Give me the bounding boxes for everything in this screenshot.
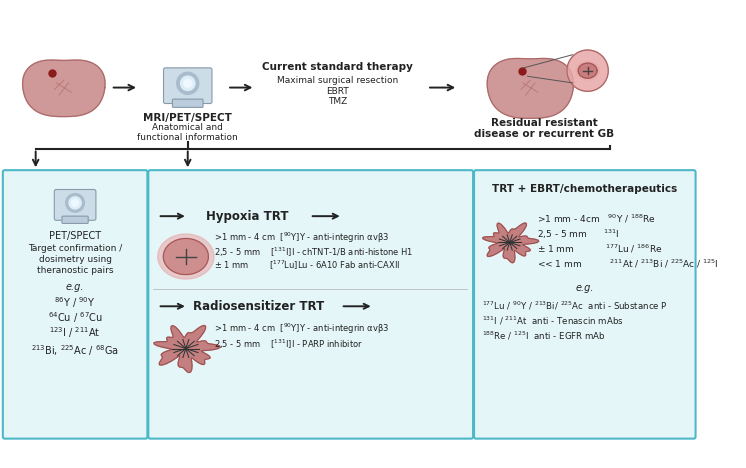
Text: 2,5 - 5 mm    [$^{131}$I]I - chTNT-1/B anti-histone H1: 2,5 - 5 mm [$^{131}$I]I - chTNT-1/B anti…	[214, 245, 413, 258]
FancyBboxPatch shape	[172, 99, 203, 107]
FancyBboxPatch shape	[163, 68, 212, 103]
Polygon shape	[483, 223, 539, 263]
Text: ± 1 mm           $^{177}$Lu / $^{186}$Re: ± 1 mm $^{177}$Lu / $^{186}$Re	[537, 243, 662, 255]
Text: $^{131}$I / $^{211}$At  anti - Tenascin mAbs: $^{131}$I / $^{211}$At anti - Tenascin m…	[482, 314, 623, 327]
Polygon shape	[154, 325, 220, 373]
Text: $^{213}$Bi, $^{225}$Ac / $^{68}$Ga: $^{213}$Bi, $^{225}$Ac / $^{68}$Ga	[31, 343, 119, 358]
Polygon shape	[487, 58, 574, 118]
Circle shape	[72, 199, 78, 206]
Text: $^{86}$Y / $^{90}$Y: $^{86}$Y / $^{90}$Y	[54, 295, 96, 310]
Text: e.g.: e.g.	[576, 283, 594, 292]
FancyBboxPatch shape	[148, 170, 473, 439]
Polygon shape	[163, 239, 208, 275]
Polygon shape	[578, 63, 597, 78]
Text: Anatomical and: Anatomical and	[152, 124, 223, 132]
Text: Hypoxia TRT: Hypoxia TRT	[206, 210, 288, 223]
Text: $^{177}$Lu / $^{90}$Y / $^{213}$Bi/ $^{225}$Ac  anti - Substance P: $^{177}$Lu / $^{90}$Y / $^{213}$Bi/ $^{2…	[482, 299, 668, 312]
Text: << 1 mm          $^{211}$At / $^{213}$Bi / $^{225}$Ac / $^{125}$I: << 1 mm $^{211}$At / $^{213}$Bi / $^{225…	[537, 258, 718, 270]
Text: MRI/PET/SPECT: MRI/PET/SPECT	[143, 113, 232, 123]
Circle shape	[184, 79, 192, 88]
Text: Current standard therapy: Current standard therapy	[263, 62, 413, 72]
Text: >1 mm - 4 cm  [$^{90}$Y]Y - anti-integrin αvβ3: >1 mm - 4 cm [$^{90}$Y]Y - anti-integrin…	[214, 231, 389, 245]
Text: 2,5 - 5 mm      $^{131}$I: 2,5 - 5 mm $^{131}$I	[537, 227, 620, 241]
Text: ± 1 mm        [$^{177}$Lu]Lu - 6A10 Fab anti-CAXII: ± 1 mm [$^{177}$Lu]Lu - 6A10 Fab anti-CA…	[214, 259, 401, 272]
Text: $^{64}$Cu / $^{67}$Cu: $^{64}$Cu / $^{67}$Cu	[48, 310, 102, 325]
Text: EBRT: EBRT	[327, 87, 349, 96]
FancyBboxPatch shape	[474, 170, 695, 439]
FancyBboxPatch shape	[3, 170, 148, 439]
Circle shape	[66, 193, 84, 212]
Text: >1 mm - 4 cm  [$^{90}$Y]Y - anti-integrin αvβ3: >1 mm - 4 cm [$^{90}$Y]Y - anti-integrin…	[214, 322, 389, 336]
Circle shape	[69, 197, 81, 209]
Text: TRT + EBRT/chemotherapeutics: TRT + EBRT/chemotherapeutics	[492, 184, 677, 194]
Text: >1 mm - 4cm   $^{90}$Y / $^{188}$Re: >1 mm - 4cm $^{90}$Y / $^{188}$Re	[537, 213, 656, 225]
Text: Target confirmation /: Target confirmation /	[28, 243, 122, 253]
Text: Maximal surgical resection: Maximal surgical resection	[278, 75, 398, 85]
Polygon shape	[576, 61, 599, 80]
Text: PET/SPECT: PET/SPECT	[49, 231, 101, 241]
Text: TMZ: TMZ	[328, 97, 348, 106]
Text: Radiosensitizer TRT: Radiosensitizer TRT	[193, 300, 325, 313]
Circle shape	[181, 76, 195, 90]
Text: functional information: functional information	[137, 133, 238, 142]
Text: e.g.: e.g.	[66, 282, 84, 292]
Text: theranostic pairs: theranostic pairs	[37, 266, 113, 275]
FancyBboxPatch shape	[54, 190, 96, 220]
Text: Residual resistant: Residual resistant	[491, 118, 598, 128]
Text: $^{188}$Re / $^{125}$I  anti - EGFR mAb: $^{188}$Re / $^{125}$I anti - EGFR mAb	[482, 329, 605, 342]
FancyBboxPatch shape	[62, 216, 88, 223]
Text: dosimetry using: dosimetry using	[39, 255, 112, 264]
Polygon shape	[157, 234, 214, 279]
Polygon shape	[22, 60, 105, 117]
Circle shape	[177, 72, 199, 95]
Text: disease or recurrent GB: disease or recurrent GB	[474, 130, 615, 139]
Text: $^{123}$I / $^{211}$At: $^{123}$I / $^{211}$At	[49, 325, 101, 340]
Text: 2,5 - 5 mm    [$^{131}$I]I - PARP inhibitor: 2,5 - 5 mm [$^{131}$I]I - PARP inhibitor	[214, 338, 363, 351]
Circle shape	[567, 50, 608, 91]
